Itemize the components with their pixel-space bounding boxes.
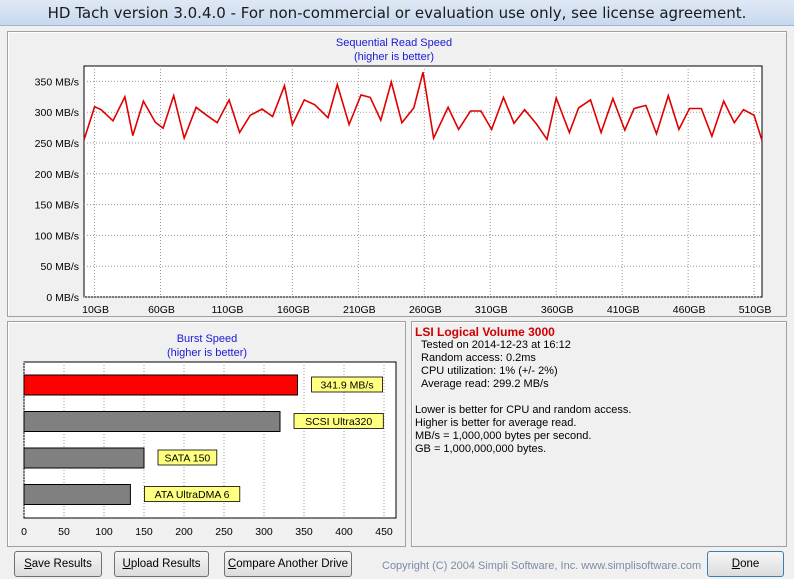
drive-info-panel — [411, 321, 787, 547]
note-mbs-definition: MB/s = 1,000,000 bytes per second. — [415, 430, 592, 442]
cpu-utilization-text: CPU utilization: 1% (+/- 2%) — [421, 365, 558, 377]
y-tick-label: 50 MB/s — [40, 261, 79, 273]
y-tick-label: 250 MB/s — [35, 138, 79, 150]
window-title: HD Tach version 3.0.4.0 - For non-commer… — [47, 4, 747, 22]
x-tick-label: 260GB — [409, 304, 442, 316]
done-button[interactable]: Done — [707, 551, 784, 577]
compare-another-drive-button[interactable]: Compare Another Drive — [224, 551, 352, 577]
y-tick-label: 0 MB/s — [46, 292, 79, 304]
chart-subtitle: (higher is better) — [354, 51, 434, 63]
upload-results-button[interactable]: Upload Results — [114, 551, 209, 577]
x-tick-label: 360GB — [541, 304, 574, 316]
x-tick-label: 110GB — [211, 304, 243, 316]
save-results-button[interactable]: Save Results — [14, 551, 102, 577]
y-tick-label: 200 MB/s — [35, 169, 79, 181]
note-lower-better: Lower is better for CPU and random acces… — [415, 404, 632, 416]
y-tick-label: 150 MB/s — [35, 200, 79, 212]
tested-on-text: Tested on 2014-12-23 at 16:12 — [421, 339, 571, 351]
average-read-text: Average read: 299.2 MB/s — [421, 378, 549, 390]
x-tick-label: 10GB — [82, 304, 109, 316]
x-tick-label: 460GB — [673, 304, 706, 316]
x-tick-label: 410GB — [607, 304, 640, 316]
y-tick-label: 100 MB/s — [35, 230, 79, 242]
x-tick-label: 510GB — [739, 304, 772, 316]
note-higher-better: Higher is better for average read. — [415, 417, 577, 429]
x-tick-label: 310GB — [475, 304, 508, 316]
note-gb-definition: GB = 1,000,000,000 bytes. — [415, 443, 547, 455]
drive-name: LSI Logical Volume 3000 — [415, 325, 555, 339]
plot-area — [83, 65, 763, 298]
upload-accelerator: U — [122, 558, 131, 570]
title-bar: HD Tach version 3.0.4.0 - For non-commer… — [0, 0, 794, 26]
save-label: ave Results — [31, 558, 92, 570]
y-tick-label: 300 MB/s — [35, 107, 79, 119]
done-label: one — [740, 558, 760, 570]
compare-accelerator: C — [227, 558, 237, 570]
x-tick-label: 210GB — [343, 304, 376, 316]
save-accelerator: S — [24, 558, 32, 570]
upload-label: pload Results — [130, 558, 201, 570]
copyright-text: Copyright (C) 2004 Simpli Software, Inc.… — [382, 560, 702, 572]
done-accelerator: D — [731, 558, 741, 570]
chart-title: Sequential Read Speed — [336, 37, 452, 49]
y-tick-label: 350 MB/s — [35, 76, 79, 88]
compare-label: ompare Another Drive — [236, 558, 349, 570]
x-tick-label: 160GB — [277, 304, 310, 316]
random-access-text: Random access: 0.2ms — [421, 352, 536, 364]
x-tick-label: 60GB — [148, 304, 175, 316]
read-speed-line — [83, 72, 763, 142]
